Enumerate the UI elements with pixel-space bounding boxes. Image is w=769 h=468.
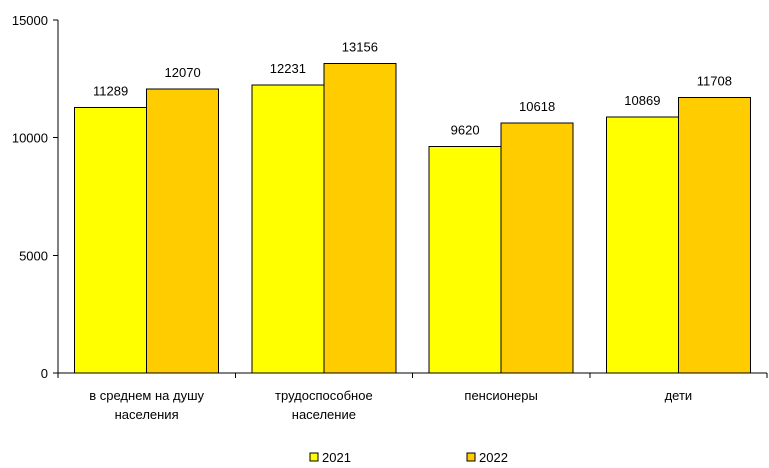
axes-layer: 0 5000 10000 15000 xyxy=(12,13,768,381)
category-label-0-0: в среднем на душу xyxy=(89,388,204,403)
y-tick-label-1: 5000 xyxy=(19,248,48,263)
data-label-2021-2: 9620 xyxy=(451,123,480,138)
legend-label-2021: 2021 xyxy=(322,450,351,465)
bar-2022-0 xyxy=(146,88,220,374)
bars-layer xyxy=(74,62,751,374)
bar-2021-3 xyxy=(605,116,679,374)
category-label-2-0: пенсионеры xyxy=(464,388,537,403)
data-label-2022-2: 10618 xyxy=(519,99,555,114)
data-label-2022-3: 11708 xyxy=(697,73,732,88)
category-label-1-1: население xyxy=(292,407,356,422)
bar-2021-2 xyxy=(428,146,502,374)
category-label-0-1: населения xyxy=(115,407,179,422)
bar-2022-3 xyxy=(677,96,751,374)
bar-2021-0 xyxy=(74,106,148,374)
data-label-2021-3: 10869 xyxy=(624,93,660,108)
labels-layer: 11289 12070 в среднем на душу населения 1223… xyxy=(89,39,732,422)
data-label-2022-1: 13156 xyxy=(342,39,378,54)
legend-swatch-2022 xyxy=(466,452,476,462)
legend-swatch-2021 xyxy=(309,452,319,462)
legend-label-2022: 2022 xyxy=(479,450,508,465)
bar-2022-2 xyxy=(500,122,574,374)
legend: 2021 2022 xyxy=(309,450,508,465)
bar-2022-1 xyxy=(323,62,397,374)
category-label-1-0: трудоспособное xyxy=(275,388,373,403)
y-tick-label-2: 10000 xyxy=(12,131,48,146)
data-label-2021-0: 11289 xyxy=(93,83,128,98)
data-label-2021-1: 12231 xyxy=(270,61,306,76)
category-label-3-0: дети xyxy=(665,388,693,403)
y-tick-label-0: 0 xyxy=(41,366,48,381)
y-tick-label-3: 15000 xyxy=(12,13,48,28)
bar-2021-1 xyxy=(251,84,325,374)
data-label-2022-0: 12070 xyxy=(165,65,201,80)
